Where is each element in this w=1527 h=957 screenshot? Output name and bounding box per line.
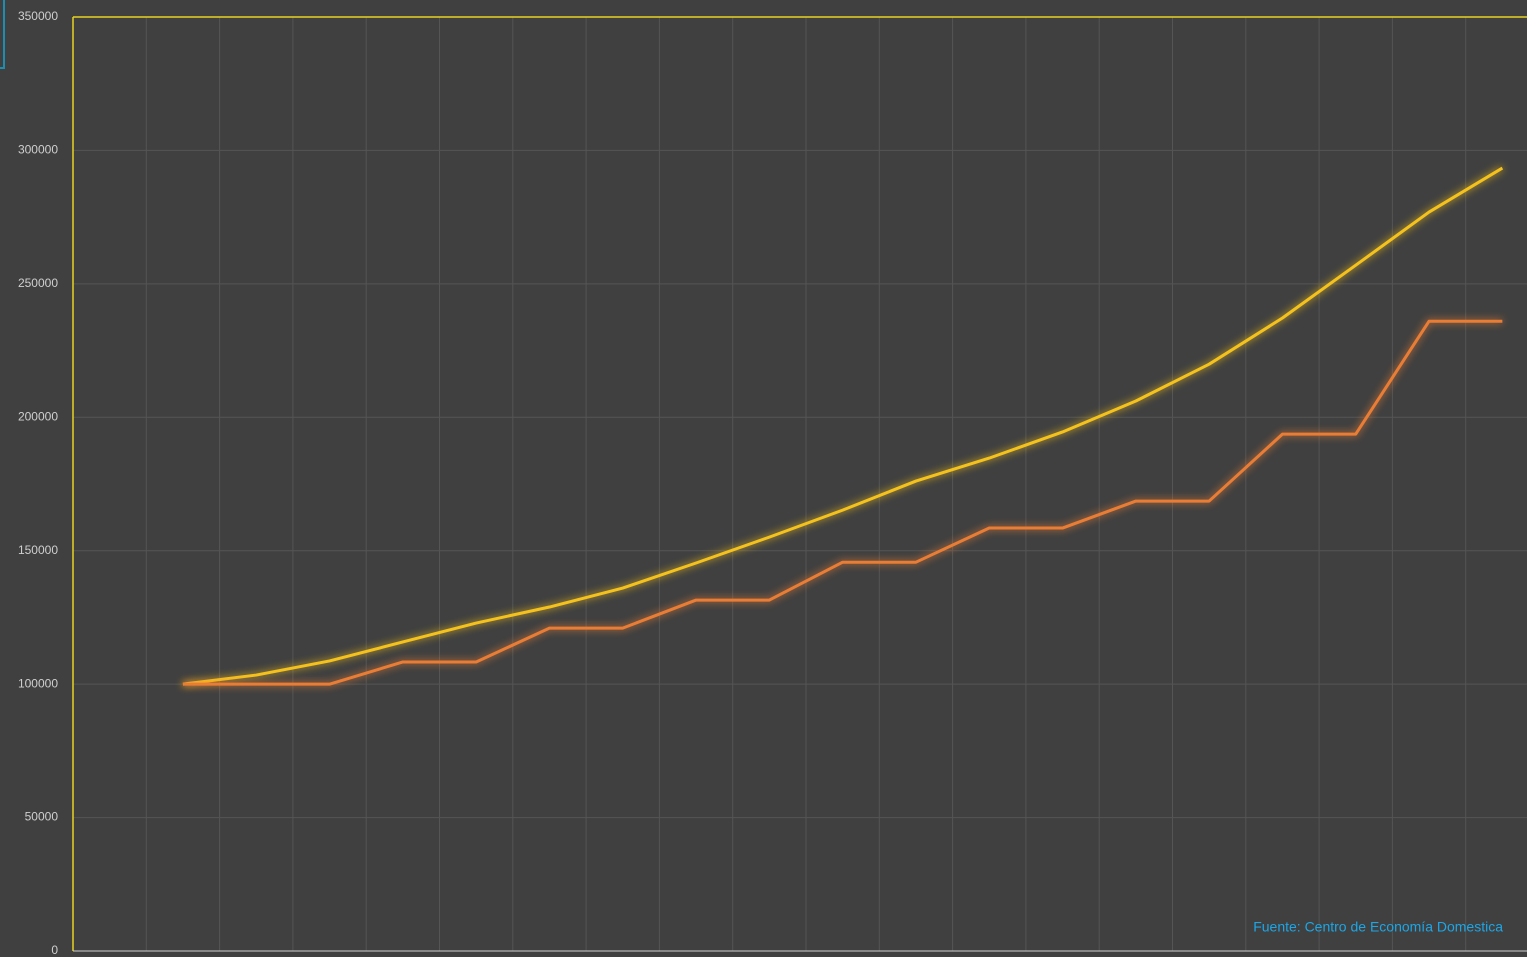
y-tick-label: 100000	[18, 676, 58, 690]
y-tick-label: 0	[51, 943, 58, 957]
source-note: Fuente: Centro de Economía Domestica	[1253, 919, 1503, 935]
y-tick-label: 150000	[18, 543, 58, 557]
series-line	[182, 166, 1504, 686]
y-tick-label: 250000	[18, 276, 58, 290]
grid	[73, 16, 1527, 952]
series-line	[182, 319, 1503, 686]
y-tick-label: 350000	[18, 9, 58, 23]
y-tick-label: 200000	[18, 409, 58, 423]
y-tick-label: 50000	[25, 810, 59, 824]
y-tick-label: 300000	[18, 143, 58, 157]
corner-widget	[0, 0, 5, 69]
